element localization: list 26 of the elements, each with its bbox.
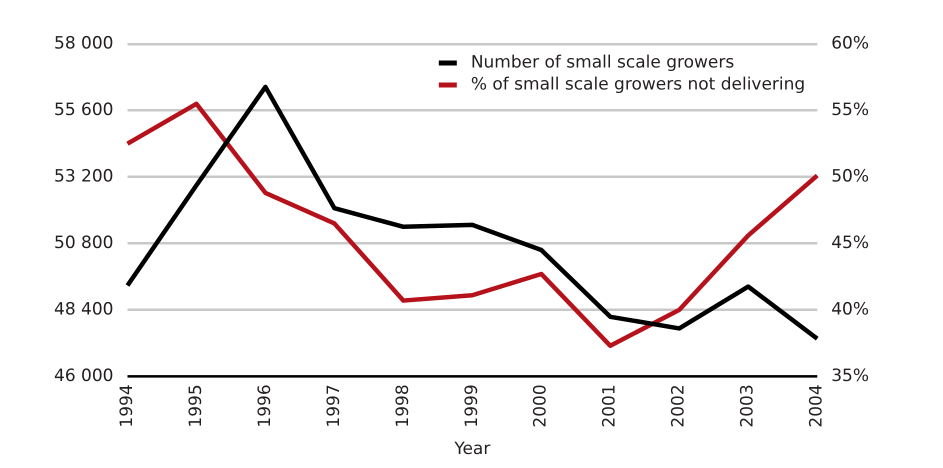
y2-tick-label: 40% — [831, 299, 870, 320]
y-tick-label: 48 400 — [54, 299, 114, 320]
x-tick-label: 1996 — [254, 384, 275, 428]
x-tick-label: 2001 — [600, 384, 620, 428]
y2-tick-label: 55% — [831, 100, 870, 120]
legend-label: Number of small scale growers — [470, 52, 734, 72]
y2-tick-label: 35% — [831, 366, 870, 386]
x-tick-label: 1994 — [116, 384, 137, 428]
y-tick-label: 55 600 — [54, 100, 114, 120]
y-tick-label: 46 000 — [54, 366, 114, 386]
y-tick-label: 58 000 — [54, 33, 114, 54]
legend-label: % of small scale growers not delivering — [470, 74, 806, 94]
y2-tick-label: 45% — [831, 232, 870, 253]
x-tick-label: 2000 — [530, 384, 551, 428]
x-tick-label: 2002 — [668, 384, 689, 428]
x-tick-label: 2004 — [806, 384, 827, 428]
y2-tick-label: 50% — [831, 166, 870, 186]
x-tick-label: 1998 — [392, 384, 413, 428]
x-axis-title: Year — [453, 439, 490, 460]
y-tick-label: 50 800 — [54, 232, 114, 253]
y2-tick-label: 60% — [831, 33, 870, 54]
x-tick-label: 2003 — [738, 384, 758, 428]
y-tick-label: 53 200 — [54, 166, 114, 186]
x-tick-label: 1997 — [324, 384, 344, 428]
x-tick-label: 1995 — [186, 384, 206, 428]
x-tick-label: 1999 — [462, 384, 482, 428]
